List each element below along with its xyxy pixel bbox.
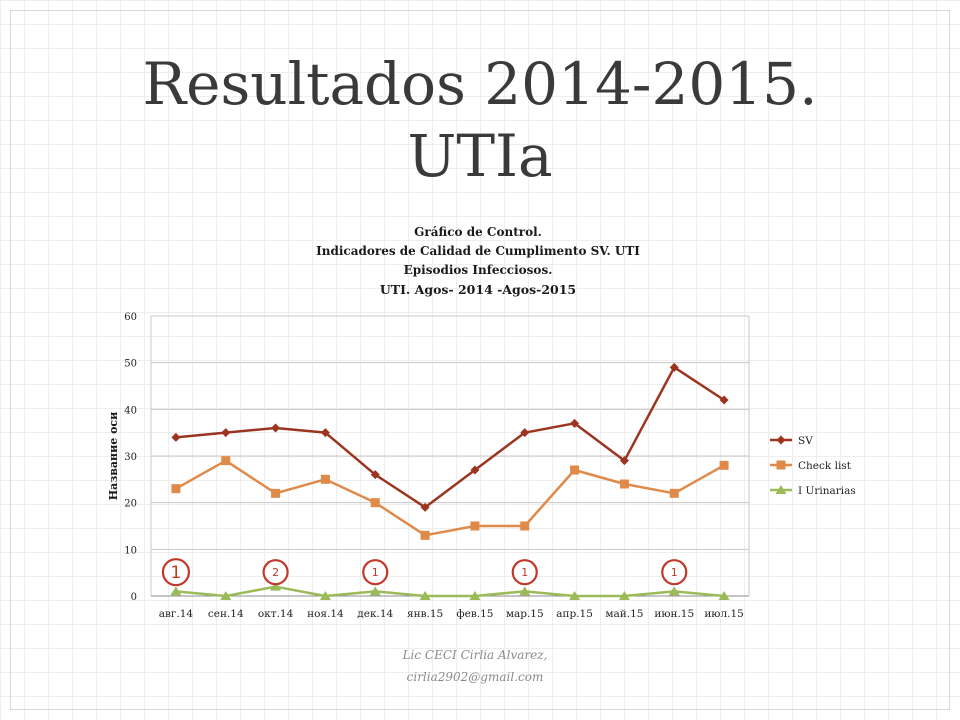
data-point-series-1 — [520, 428, 530, 438]
x-tick-label: авг.14 — [159, 608, 194, 620]
annotation-circle — [262, 559, 289, 586]
slide-title-line-2: UTIa — [407, 122, 553, 190]
data-point-series-3 — [668, 586, 680, 596]
series-line-3 — [175, 585, 725, 598]
y-tick-label: 0 — [131, 592, 137, 603]
data-point-series-1 — [171, 432, 181, 442]
author-credit: Lic CECI Cirlia Alvarez, cirlia2902@gmai… — [360, 644, 590, 688]
annotation-circle — [161, 558, 191, 587]
x-tick-label: май.15 — [605, 608, 643, 620]
data-point-series-2 — [470, 521, 480, 531]
data-point-series-3 — [220, 591, 232, 600]
annotation-circle — [661, 559, 688, 586]
data-point-series-2 — [221, 456, 231, 466]
x-tick-label: фев.15 — [456, 608, 493, 620]
data-point-series-1 — [619, 456, 629, 466]
legend-marker-1 — [776, 435, 786, 445]
author-email: cirlia2902@gmail.com — [406, 670, 544, 684]
x-tick-label: июн.15 — [654, 608, 694, 620]
data-point-series-2 — [619, 479, 629, 489]
data-point-series-1 — [420, 502, 430, 512]
y-axis-label: Название оси — [107, 412, 120, 501]
data-point-series-1 — [719, 395, 729, 405]
slide-title-line-1: Resultados 2014-2015. — [142, 50, 818, 118]
x-tick-label: июл.15 — [704, 608, 744, 620]
chart-title-line-4: UTI. Agos- 2014 -Agos-2015 — [380, 282, 576, 297]
y-tick-label: 30 — [124, 452, 137, 463]
data-point-series-1 — [570, 418, 580, 428]
annotation-label: 1 — [671, 566, 678, 579]
data-point-series-2 — [320, 474, 330, 484]
y-tick-label: 20 — [124, 499, 137, 510]
data-point-series-3 — [319, 591, 331, 600]
x-tick-label: янв.15 — [407, 608, 443, 620]
series-line-2 — [175, 459, 725, 537]
data-point-series-1 — [221, 428, 231, 438]
data-point-series-3 — [718, 591, 730, 600]
data-point-series-3 — [519, 586, 531, 596]
x-tick-label: апр.15 — [556, 608, 593, 620]
legend-marker-2 — [776, 460, 786, 470]
legend-label-3: I Urinarias — [798, 485, 856, 497]
legend-label-1: SV — [798, 435, 813, 447]
annotation-label: 1 — [521, 566, 528, 579]
data-point-series-3 — [170, 586, 182, 596]
data-point-series-2 — [370, 498, 380, 508]
x-tick-label: ноя.14 — [307, 608, 344, 620]
data-point-series-1 — [370, 470, 380, 480]
data-point-series-3 — [469, 591, 481, 600]
slide-title: Resultados 2014-2015. UTIa — [0, 48, 960, 192]
data-point-series-2 — [669, 488, 679, 498]
legend-label-2: Check list — [798, 460, 852, 472]
data-point-series-3 — [569, 591, 581, 600]
chart-title-line-3: Episodios Infecciosos. — [404, 263, 553, 277]
annotation-label: 1 — [171, 563, 182, 583]
data-point-series-2 — [520, 521, 530, 531]
y-tick-label: 40 — [124, 405, 137, 416]
author-name: Lic CECI Cirlia Alvarez, — [402, 648, 548, 662]
chart-title-line-1: Gráfico de Control. — [414, 225, 542, 239]
annotation-label: 2 — [272, 566, 279, 579]
x-tick-label: сен.14 — [208, 608, 244, 620]
x-tick-label: мар.15 — [506, 608, 544, 620]
annotation-label: 1 — [372, 566, 379, 579]
annotation-circle — [362, 559, 389, 586]
series-line-1 — [175, 366, 725, 509]
data-point-series-2 — [420, 530, 430, 540]
annotation-circle — [511, 559, 538, 586]
y-tick-label: 50 — [124, 359, 137, 370]
data-point-series-1 — [470, 465, 480, 475]
data-point-series-1 — [271, 423, 281, 433]
x-tick-label: дек.14 — [357, 608, 393, 620]
chart-title-line-2: Indicadores de Calidad de Cumplimento SV… — [316, 244, 640, 258]
y-tick-label: 60 — [124, 312, 137, 323]
x-tick-label: окт.14 — [258, 608, 294, 620]
data-point-series-2 — [570, 465, 580, 475]
data-point-series-3 — [419, 591, 431, 600]
data-point-series-2 — [271, 488, 281, 498]
data-point-series-3 — [618, 591, 630, 600]
y-tick-label: 10 — [124, 545, 137, 556]
legend-marker-3 — [775, 485, 787, 494]
data-point-series-1 — [320, 428, 330, 438]
data-point-series-2 — [719, 460, 729, 470]
data-point-series-3 — [270, 581, 282, 591]
data-point-series-1 — [669, 362, 679, 372]
data-point-series-2 — [171, 484, 181, 494]
data-point-series-3 — [369, 586, 381, 596]
slide-frame — [10, 10, 950, 710]
